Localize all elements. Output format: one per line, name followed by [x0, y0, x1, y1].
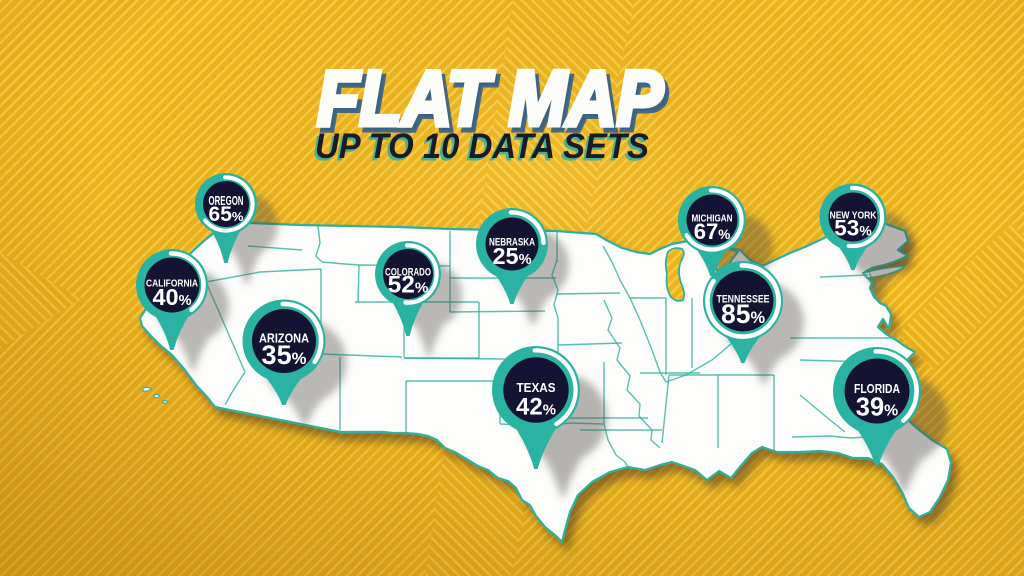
svg-text:TENNESSEE: TENNESSEE [717, 294, 770, 306]
svg-text:FLAT MAP: FLAT MAP [317, 54, 664, 142]
svg-text:NEBRASKA: NEBRASKA [489, 236, 535, 248]
svg-text:40%: 40% [152, 284, 191, 310]
svg-text:85%: 85% [721, 299, 765, 329]
svg-text:OREGON: OREGON [209, 194, 244, 208]
svg-text:FLORIDA: FLORIDA [854, 382, 900, 396]
svg-text:ARIZONA: ARIZONA [259, 331, 310, 346]
svg-text:MICHIGAN: MICHIGAN [692, 212, 733, 224]
svg-text:TEXAS: TEXAS [517, 380, 556, 395]
svg-text:FLAT MAP: FLAT MAP [321, 59, 668, 147]
svg-text:COLORADO: COLORADO [385, 266, 431, 278]
svg-text:25%: 25% [492, 243, 531, 269]
svg-text:CALIFORNIA: CALIFORNIA [146, 278, 198, 289]
svg-text:NEW YORK: NEW YORK [830, 210, 878, 221]
svg-text:UP TO 10 DATA SETS: UP TO 10 DATA SETS [313, 130, 647, 169]
svg-text:65%: 65% [209, 203, 244, 226]
svg-text:UP TO 10 DATA SETS: UP TO 10 DATA SETS [315, 127, 649, 166]
